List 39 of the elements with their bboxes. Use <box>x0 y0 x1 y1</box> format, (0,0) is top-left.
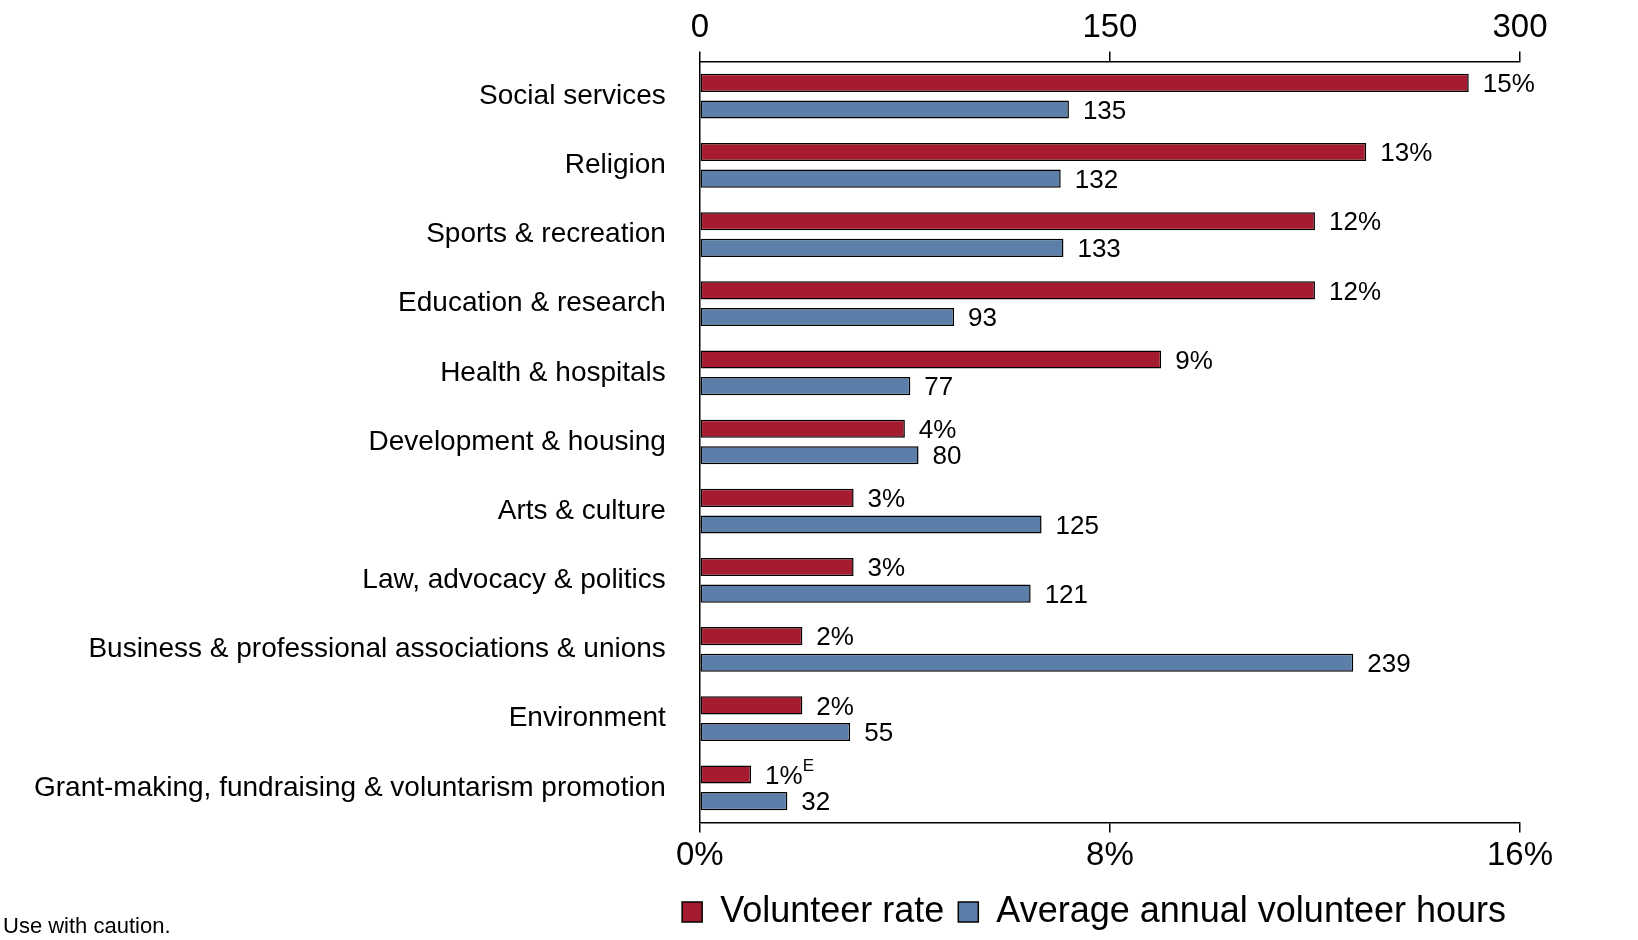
x-tick-label: 0% <box>675 835 724 873</box>
y-tick-label: Education & research <box>398 286 666 318</box>
data-label: 239 <box>1367 647 1411 678</box>
data-label: 55 <box>864 717 894 748</box>
data-label: 2% <box>816 621 854 652</box>
data-label: 125 <box>1055 509 1099 540</box>
x2-tick-label: 0 <box>690 6 710 44</box>
data-label: 15% <box>1482 68 1535 99</box>
data-label: 3% <box>867 483 906 514</box>
data-label: 121 <box>1044 578 1089 609</box>
data-label: 13% <box>1380 137 1433 168</box>
data-label: 132 <box>1074 163 1119 194</box>
y-tick-label: Environment <box>508 701 667 733</box>
data-label: 133 <box>1077 232 1121 263</box>
legend-label: Average annual volunteer hours <box>996 888 1507 930</box>
data-label: 93 <box>968 302 998 333</box>
data-label: 32 <box>801 786 831 817</box>
y-tick-label: Development & housing <box>368 424 666 456</box>
data-label: 12% <box>1328 275 1381 306</box>
x2-tick-label: 150 <box>1082 6 1138 44</box>
legend-label: Volunteer rate <box>720 888 945 930</box>
y-tick-label: Sports & recreation <box>426 217 666 249</box>
y-tick-label: Grant-making, fundraising & voluntarism promotion <box>33 770 666 802</box>
data-label: 3% <box>867 552 906 583</box>
x-tick-label: 8% <box>1086 835 1134 873</box>
data-label: 135 <box>1082 94 1127 125</box>
x-tick-label: 16% <box>1486 835 1554 873</box>
y-tick-label: Arts & culture <box>497 493 666 525</box>
data-label: 9% <box>1175 344 1213 375</box>
text: Use with caution. <box>3 913 171 938</box>
data-label: 77 <box>924 371 954 402</box>
data-label: 2% <box>816 690 854 721</box>
y-tick-label: Business & professional associations & unions <box>88 632 666 664</box>
x2-tick-label: 300 <box>1492 6 1548 44</box>
y-tick-label: Law, advocacy & politics <box>362 563 666 595</box>
y-tick-label: Social services <box>479 78 666 110</box>
y-tick-label: Religion <box>564 148 666 180</box>
y-tick-label: Health & hospitals <box>440 355 666 387</box>
data-label: 12% <box>1328 206 1381 237</box>
